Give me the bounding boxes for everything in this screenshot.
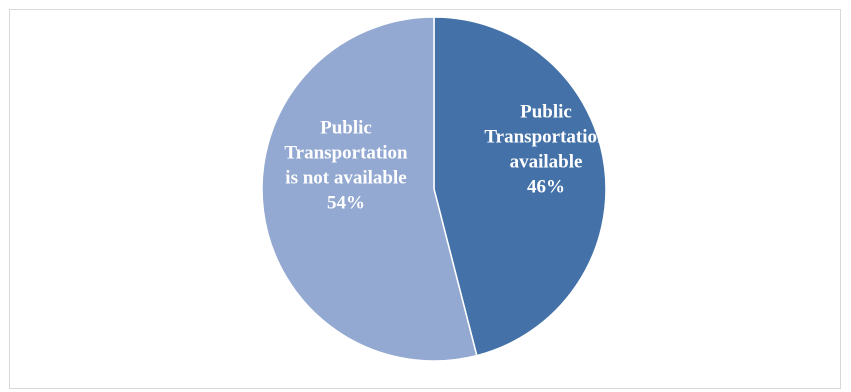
slice-label-line: available [510,152,583,173]
slice-label-line: Transportation [284,143,408,164]
slice-label-line: Transportation [484,127,608,148]
slice-label-line: Public [320,118,372,139]
slice-label-line: 46% [527,177,565,198]
slice-label-1: Public Transportation available 46% [484,102,608,198]
pie-slice-1 [433,16,607,357]
pie-slice-2 [261,16,478,362]
slice-label-line: Public [520,102,572,123]
slice-label-line: 54% [327,193,365,214]
slice-label-2: Public Transportation is not available 54% [284,118,408,214]
slice-label-line: is not available [285,168,406,189]
chart-area: Public Transportation available 46% Public Tr… [9,9,841,389]
pie-chart: Public Transportation available 46% Public Tr… [261,16,608,362]
